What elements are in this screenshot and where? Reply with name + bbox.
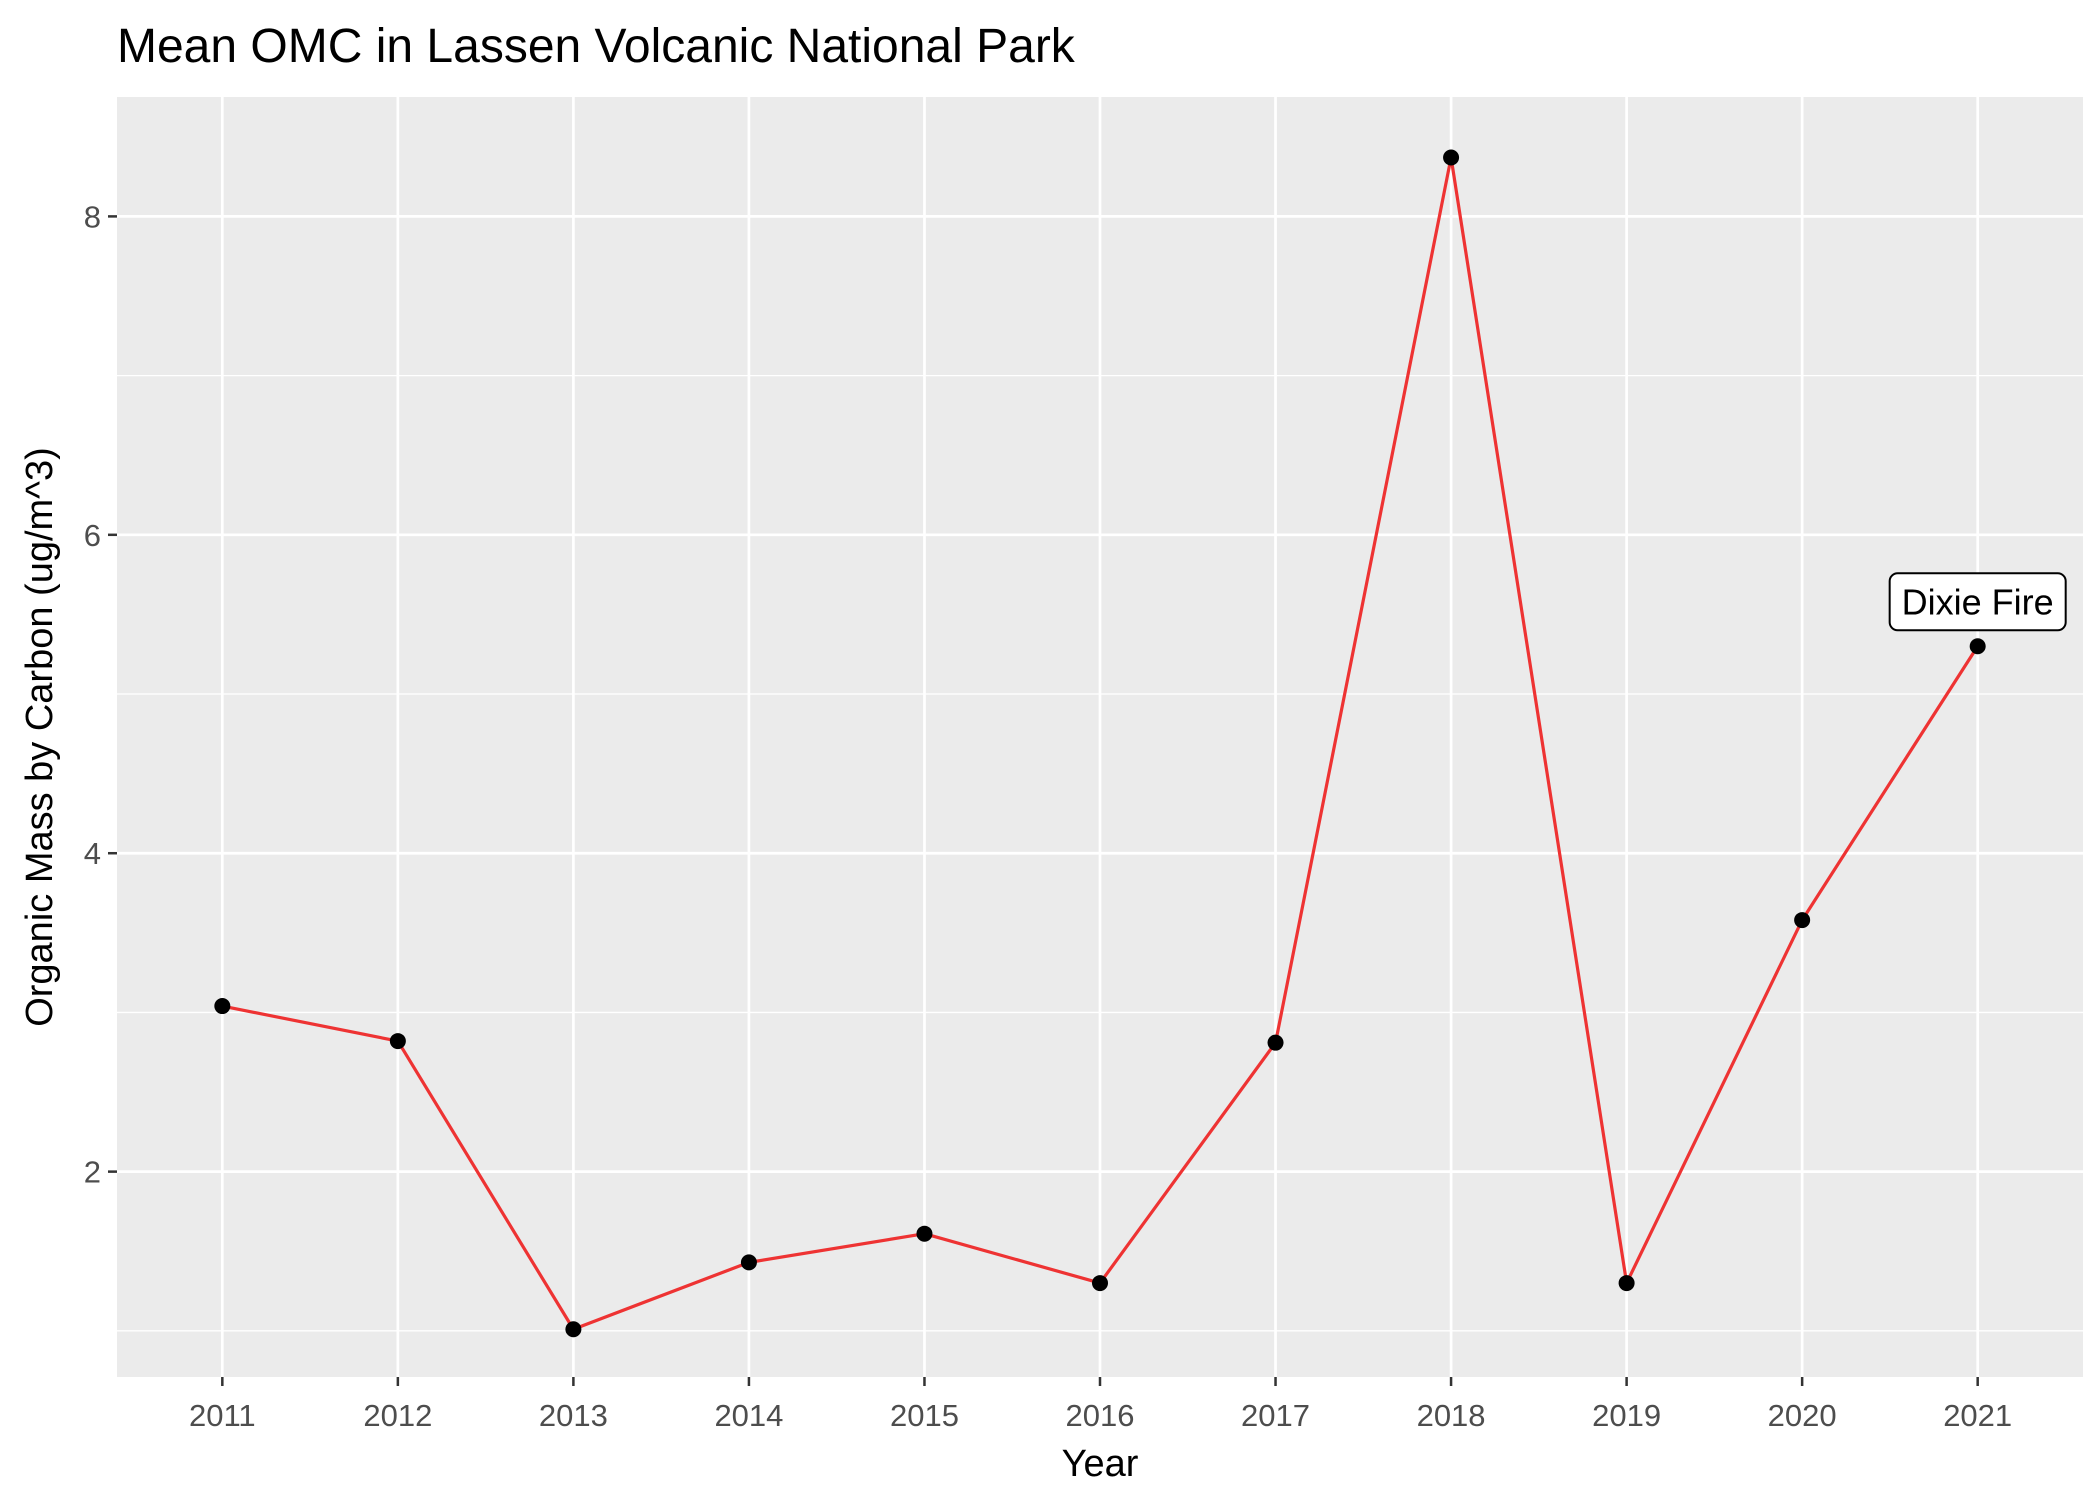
x-axis-label: Year (1062, 1443, 1139, 1485)
y-tick-label: 6 (84, 518, 101, 553)
annotation-label: Dixie Fire (1888, 572, 2067, 632)
x-tick-label: 2014 (714, 1398, 783, 1433)
y-axis-label: Organic Mass by Carbon (ug/m^3) (19, 447, 61, 1027)
data-point (389, 1033, 406, 1050)
data-point (1267, 1034, 1284, 1051)
x-tick-label: 2015 (890, 1398, 959, 1433)
annotations: Dixie Fire (1888, 572, 2067, 632)
data-point (1443, 149, 1460, 166)
x-tick-label: 2019 (1592, 1398, 1661, 1433)
y-axis: 2 4 6 8 (84, 199, 117, 1190)
y-tick-label: 8 (84, 199, 101, 234)
data-point (916, 1225, 933, 1242)
annotation-text: Dixie Fire (1902, 581, 2054, 622)
x-tick-label: 2018 (1417, 1398, 1486, 1433)
x-axis: 2011 2012 2013 2014 2015 2016 2017 2018 2019 2020… (189, 1377, 2012, 1433)
data-point (740, 1254, 757, 1271)
y-tick-label: 4 (84, 836, 101, 871)
x-tick-label: 2021 (1943, 1398, 2012, 1433)
x-tick-label: 2020 (1768, 1398, 1837, 1433)
x-tick-label: 2012 (363, 1398, 432, 1433)
data-point (214, 998, 231, 1015)
data-point (565, 1321, 582, 1338)
data-point (1092, 1275, 1108, 1292)
data-points (214, 149, 1986, 1338)
data-point (1618, 1275, 1635, 1292)
major-gridlines (117, 97, 2083, 1377)
data-point (1969, 638, 1986, 655)
data-point (1794, 912, 1811, 929)
chart-title: Mean OMC in Lassen Volcanic National Par… (117, 20, 1076, 73)
x-tick-label: 2013 (539, 1398, 608, 1433)
x-tick-label: 2017 (1241, 1398, 1310, 1433)
x-tick-label: 2016 (1066, 1398, 1135, 1433)
y-tick-label: 2 (84, 1155, 101, 1190)
annotation-box (1888, 572, 2067, 632)
x-tick-label: 2011 (189, 1398, 256, 1433)
